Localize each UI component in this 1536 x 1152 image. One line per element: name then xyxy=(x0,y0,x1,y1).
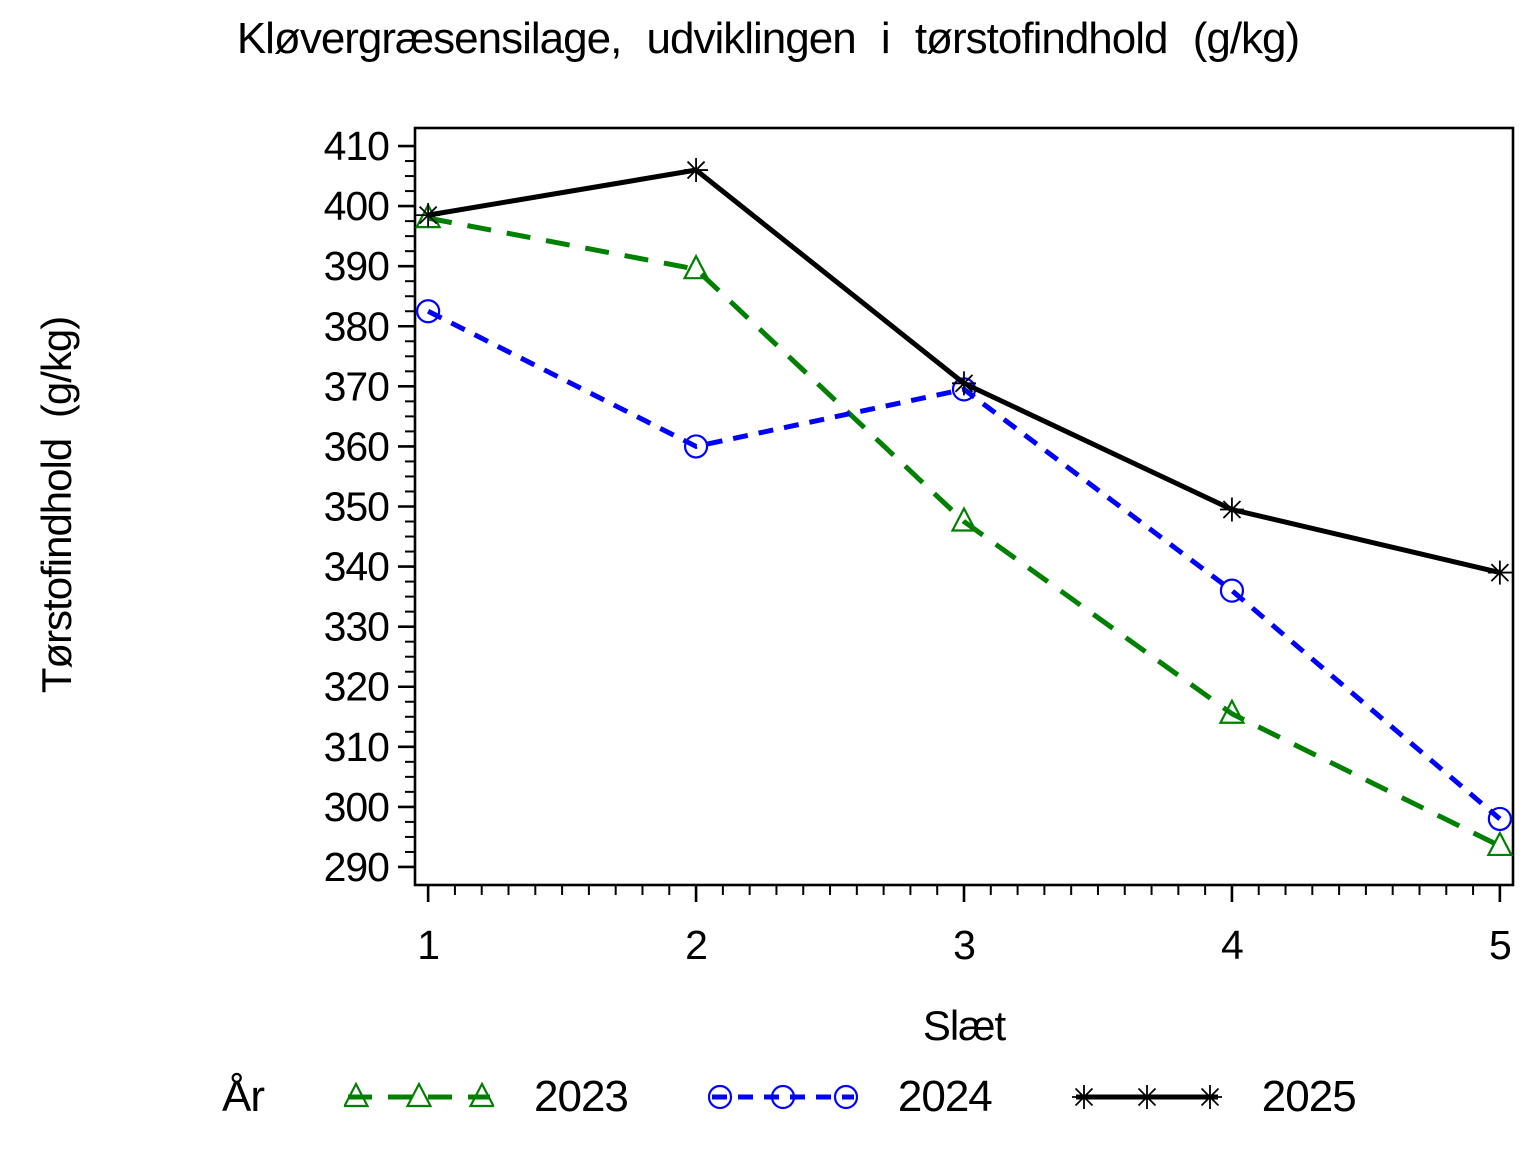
y-tick-label: 380 xyxy=(324,303,390,349)
legend-sample-2024 xyxy=(707,1084,858,1110)
y-tick-label: 360 xyxy=(324,423,390,469)
circle-marker xyxy=(416,299,441,324)
legend: År 2023 2024 2025 xyxy=(222,1072,1357,1122)
asterisk-marker xyxy=(1137,1087,1156,1107)
legend-item-2025: 2025 xyxy=(1071,1072,1357,1122)
circle-marker xyxy=(1487,806,1512,832)
triangle-marker xyxy=(405,1081,433,1108)
y-tick-label: 340 xyxy=(324,544,390,590)
circle-marker xyxy=(707,1084,732,1110)
asterisk-marker xyxy=(1222,500,1242,519)
x-tick-label: 1 xyxy=(417,922,439,968)
series-line-2025 xyxy=(427,167,1501,576)
legend-sample-2025 xyxy=(1071,1085,1222,1109)
y-tick-label: 320 xyxy=(324,664,390,710)
legend-title: År xyxy=(222,1072,265,1121)
y-tick-label: 350 xyxy=(324,484,390,530)
triangle-marker xyxy=(1218,698,1246,724)
triangle-marker xyxy=(682,253,710,280)
legend-items: 2023 2024 2025 xyxy=(344,1072,1357,1122)
circle-marker xyxy=(683,434,709,459)
triangle-marker xyxy=(344,1081,370,1108)
x-tick-label: 2 xyxy=(685,922,707,968)
asterisk-marker xyxy=(1490,563,1510,582)
y-tick-label: 330 xyxy=(324,604,390,650)
asterisk-marker xyxy=(954,374,974,393)
x-tick-label: 3 xyxy=(953,922,975,968)
asterisk-marker xyxy=(1200,1087,1219,1107)
y-tick-label: 300 xyxy=(324,784,390,830)
circle-marker xyxy=(770,1084,795,1110)
y-tick-label: 370 xyxy=(324,363,390,409)
chart-title: Kløvergræsensilage, udviklingen i tørsto… xyxy=(236,14,1300,63)
triangle-marker xyxy=(1486,830,1514,857)
legend-label-2024: 2024 xyxy=(897,1072,993,1121)
y-tick-label: 390 xyxy=(324,243,390,289)
legend-label-2023: 2023 xyxy=(534,1072,629,1121)
legend-item-2023: 2023 xyxy=(344,1072,629,1122)
series-line-2023 xyxy=(427,215,1501,849)
asterisk-marker xyxy=(1074,1087,1093,1107)
x-axis-title: Slæt xyxy=(922,1002,1006,1049)
circle-marker xyxy=(833,1084,858,1110)
x-tick-label: 4 xyxy=(1221,922,1243,968)
triangle-marker xyxy=(950,506,978,532)
y-tick-label: 310 xyxy=(324,724,390,770)
asterisk-marker xyxy=(686,160,706,180)
legend-sample-2023 xyxy=(344,1081,494,1108)
y-tick-label: 290 xyxy=(324,844,390,890)
x-tick-label: 5 xyxy=(1489,922,1511,968)
legend-label-2025: 2025 xyxy=(1261,1072,1357,1121)
y-tick-label: 400 xyxy=(324,183,390,229)
circle-marker xyxy=(1219,578,1245,603)
triangle-marker xyxy=(468,1081,494,1108)
asterisk-marker xyxy=(418,205,438,225)
y-tick-label: 410 xyxy=(324,123,390,169)
legend-item-2024: 2024 xyxy=(707,1072,993,1122)
